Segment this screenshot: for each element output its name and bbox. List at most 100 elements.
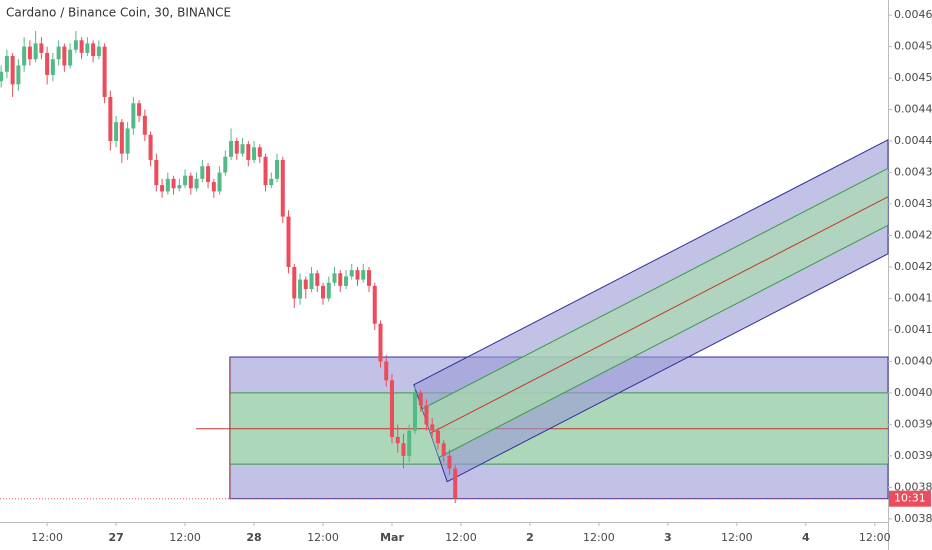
candle-body [240, 144, 245, 154]
candle-body [102, 46, 107, 97]
x-tick-label: 4 [802, 531, 810, 544]
candle-body [401, 443, 406, 456]
candle-body [407, 430, 412, 456]
x-tick-label: 12:00 [307, 531, 339, 544]
candle-body [395, 436, 400, 444]
candle-body [343, 276, 349, 286]
y-tick-label: 0.00435 [894, 166, 932, 179]
candle-body [160, 185, 165, 192]
candle-body [62, 46, 67, 66]
candle-body [165, 178, 170, 192]
candle-body [39, 43, 44, 53]
candle-body [73, 40, 78, 50]
candle-body [321, 285, 326, 299]
channel-level [438, 224, 889, 458]
y-tick-label: 0.00445 [894, 103, 932, 116]
candle-body [0, 71, 4, 82]
candle-body [355, 270, 360, 280]
y-tick-label: 0.00405 [894, 354, 932, 367]
candle-body [338, 273, 343, 286]
candle-body [280, 159, 285, 217]
candle-body [188, 175, 193, 189]
y-tick-label: 0.00460 [894, 8, 932, 21]
candle-body [389, 380, 394, 437]
candle-body [349, 270, 354, 277]
x-tick-label: 12:00 [583, 531, 615, 544]
last-price-box [889, 490, 931, 507]
candle-body [246, 144, 251, 160]
candle-body [114, 122, 119, 142]
candle-body [252, 147, 257, 160]
channel-level [430, 196, 889, 434]
x-tick-label: 3 [664, 531, 672, 544]
candle-body [206, 166, 211, 182]
candle-body [366, 270, 372, 286]
x-tick-label: 12:00 [31, 531, 63, 544]
x-tick-label: Mar [380, 531, 404, 544]
candle-body [16, 65, 21, 85]
candle-body [257, 147, 262, 157]
candle-body [119, 122, 124, 154]
candle-body [412, 392, 417, 431]
candle-body [303, 279, 308, 290]
y-tick-label: 0.00385 [894, 480, 932, 493]
candle-body [211, 181, 216, 192]
candle-body [200, 166, 205, 179]
chart-title: Cardano / Binance Coin, 30, BINANCE [6, 6, 231, 20]
candle-body [441, 443, 446, 456]
candle-body [309, 273, 314, 290]
candle-body [315, 273, 320, 286]
channel-inner [422, 168, 888, 458]
x-tick-label: 12:00 [721, 531, 753, 544]
candle-body [22, 46, 27, 66]
candle-body [418, 392, 423, 406]
candle-body [125, 128, 130, 154]
candle-body [142, 115, 147, 135]
candle-body [171, 178, 176, 189]
x-tick-label: 12:00 [445, 531, 477, 544]
candle-body [298, 279, 303, 299]
candle-body [79, 40, 84, 53]
candle-body [275, 159, 280, 179]
candle-body [378, 323, 383, 362]
y-tick-label: 0.00455 [894, 40, 932, 53]
candle-body [108, 96, 113, 142]
x-tick-label: 12:00 [859, 531, 891, 544]
candle-body [56, 46, 61, 60]
candle-body [384, 361, 389, 381]
candle-body [447, 455, 452, 469]
last-price-label: 10:31 [894, 492, 926, 505]
plot [0, 30, 889, 504]
candle-body [286, 216, 291, 267]
candle-body [148, 134, 153, 160]
x-tick-label: 27 [108, 531, 123, 544]
candle-body [217, 172, 222, 192]
candle-body [91, 43, 96, 57]
candle-body [194, 178, 199, 189]
candle-body [430, 424, 435, 431]
candle-body [85, 43, 90, 53]
candle-body [453, 468, 458, 499]
candle-body [10, 56, 15, 85]
candle-body [50, 59, 55, 75]
candle-body [263, 156, 268, 186]
candle-body [131, 103, 136, 129]
candle-body [177, 185, 182, 189]
channel-level [421, 167, 889, 410]
candle-body [183, 175, 188, 186]
candle-body [137, 103, 142, 116]
x-tick-label: 12:00 [169, 531, 201, 544]
candle-body [96, 46, 101, 57]
candle-body [223, 156, 228, 173]
candle-body [332, 273, 337, 283]
candle-body [229, 141, 234, 157]
